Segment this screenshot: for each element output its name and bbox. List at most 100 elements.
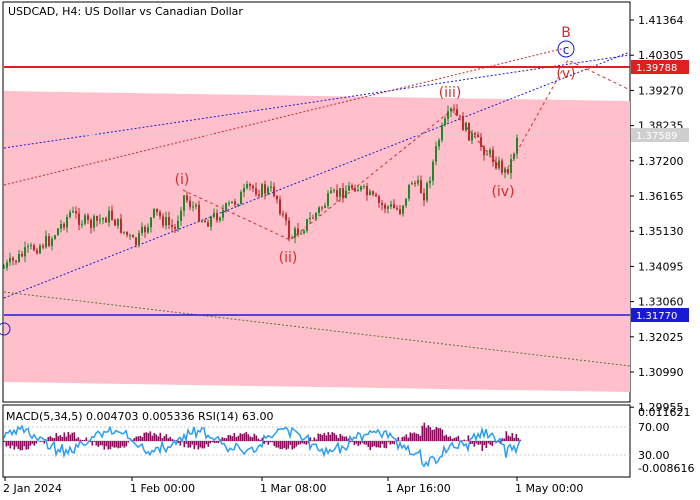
macd-bar	[117, 441, 120, 449]
candle-body	[69, 212, 71, 217]
candle-body	[351, 185, 353, 189]
macd-bar	[149, 431, 152, 441]
macd-bar	[53, 438, 56, 441]
trend-line-red	[3, 47, 566, 186]
macd-bar	[109, 441, 112, 450]
macd-bar	[31, 441, 34, 444]
macd-bar	[469, 441, 472, 445]
candle-body	[189, 200, 191, 208]
candle-body	[294, 228, 296, 238]
macd-bar	[335, 434, 338, 441]
macd-bar	[437, 428, 440, 441]
macd-bar	[389, 441, 392, 445]
macd-bar	[123, 441, 126, 448]
macd-bar	[179, 441, 182, 446]
candle-body	[270, 186, 272, 188]
macd-bar	[367, 441, 370, 448]
candle-body	[249, 184, 251, 186]
macd-bar	[59, 435, 62, 441]
macd-bar	[427, 425, 430, 441]
candle-body	[474, 133, 476, 135]
candle-body	[147, 227, 149, 233]
macd-bar	[251, 437, 254, 441]
candle-body	[87, 215, 89, 220]
candle-body	[387, 206, 389, 209]
macd-bar	[137, 436, 140, 441]
macd-bar	[453, 437, 456, 441]
price-level-label: 1.40305	[638, 49, 684, 62]
macd-bar	[361, 441, 364, 443]
macd-bar	[353, 441, 356, 446]
candle-body	[486, 154, 488, 156]
candle-body	[231, 201, 233, 203]
macd-bar	[17, 441, 20, 449]
macd-bar	[471, 441, 474, 444]
macd-bar	[381, 441, 384, 444]
macd-bar	[277, 441, 280, 448]
macd-bar	[375, 441, 378, 448]
macd-bar	[331, 432, 334, 441]
candle-body	[66, 216, 68, 228]
macd-bar	[193, 441, 196, 450]
macd-bar	[51, 437, 54, 441]
macd-bar	[63, 432, 66, 441]
macd-bar	[29, 441, 32, 446]
price-level-label: 1.30990	[638, 366, 684, 379]
wave-label-B: B	[561, 25, 571, 41]
macd-bar	[197, 441, 200, 450]
candle-body	[108, 210, 110, 223]
candle-body	[438, 140, 440, 147]
candles-group	[3, 104, 518, 271]
candle-body	[315, 212, 317, 219]
candle-body	[444, 118, 446, 126]
candle-body	[423, 193, 425, 201]
macd-bar	[99, 441, 102, 446]
macd-bar	[325, 435, 328, 441]
candle-body	[219, 217, 221, 221]
macd-bar	[285, 441, 288, 450]
candle-body	[120, 218, 122, 233]
macd-bar	[337, 437, 340, 441]
candle-body	[252, 185, 254, 189]
macd-bar	[487, 441, 490, 444]
macd-bar	[501, 438, 504, 441]
candle-body	[90, 219, 92, 228]
macd-bar	[23, 441, 26, 447]
macd-bar	[443, 435, 446, 441]
macd-bar	[21, 441, 24, 451]
macd-bar	[231, 436, 234, 441]
macd-bar	[371, 441, 374, 448]
macd-bar	[431, 429, 434, 441]
macd-bar	[47, 437, 50, 441]
macd-bar	[507, 435, 510, 441]
macd-bar	[249, 436, 252, 441]
candle-body	[405, 198, 407, 206]
macd-bar	[195, 441, 198, 446]
macd-bar	[319, 434, 322, 441]
candle-body	[30, 245, 32, 247]
candle-body	[441, 125, 443, 141]
macd-bar	[257, 438, 260, 441]
macd-bar	[393, 441, 396, 445]
indicator-level-min: -0.008616	[638, 462, 694, 475]
candle-body	[450, 108, 452, 112]
candle-body	[492, 149, 494, 163]
candle-body	[480, 137, 482, 147]
macd-bar	[435, 426, 438, 441]
candle-body	[18, 253, 20, 262]
wave-label-C: c	[563, 43, 570, 57]
macd-bar	[221, 437, 224, 441]
wave-path	[182, 59, 631, 241]
candle-body	[435, 146, 437, 162]
macd-bar	[457, 435, 460, 441]
candle-body	[156, 208, 158, 212]
macd-bar	[407, 437, 410, 441]
candle-body	[117, 218, 119, 226]
macd-bar	[311, 440, 314, 441]
macd-bar	[163, 436, 166, 441]
macd-bar	[293, 441, 296, 449]
current-price-tag: 1.37589	[631, 128, 689, 142]
candle-body	[498, 160, 500, 169]
macd-bar	[339, 433, 342, 441]
